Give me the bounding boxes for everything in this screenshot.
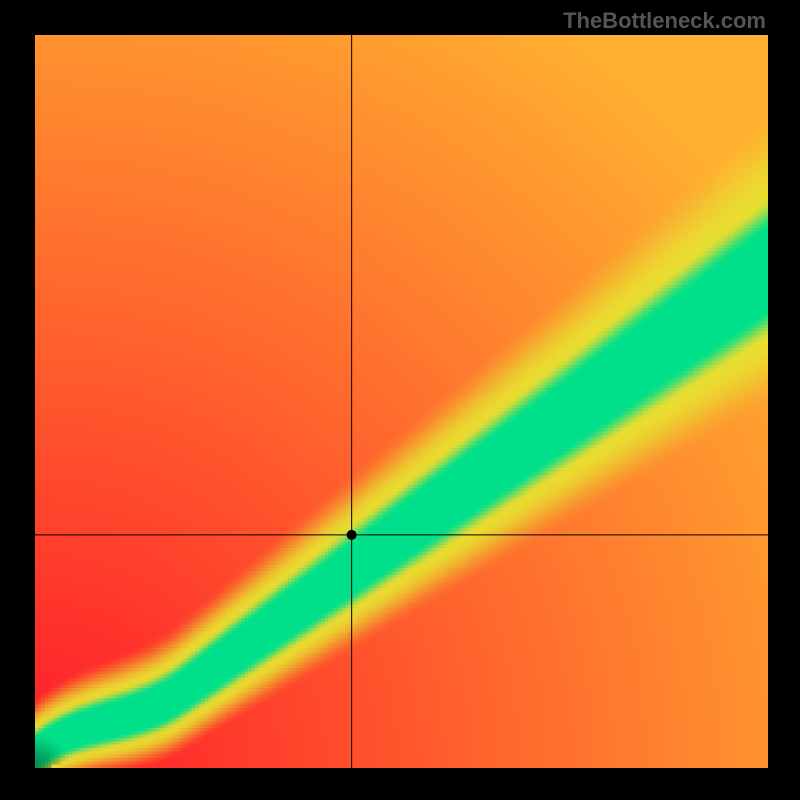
watermark-text: TheBottleneck.com [563, 8, 766, 34]
chart-root: TheBottleneck.com [0, 0, 800, 800]
bottleneck-heatmap [35, 35, 768, 768]
